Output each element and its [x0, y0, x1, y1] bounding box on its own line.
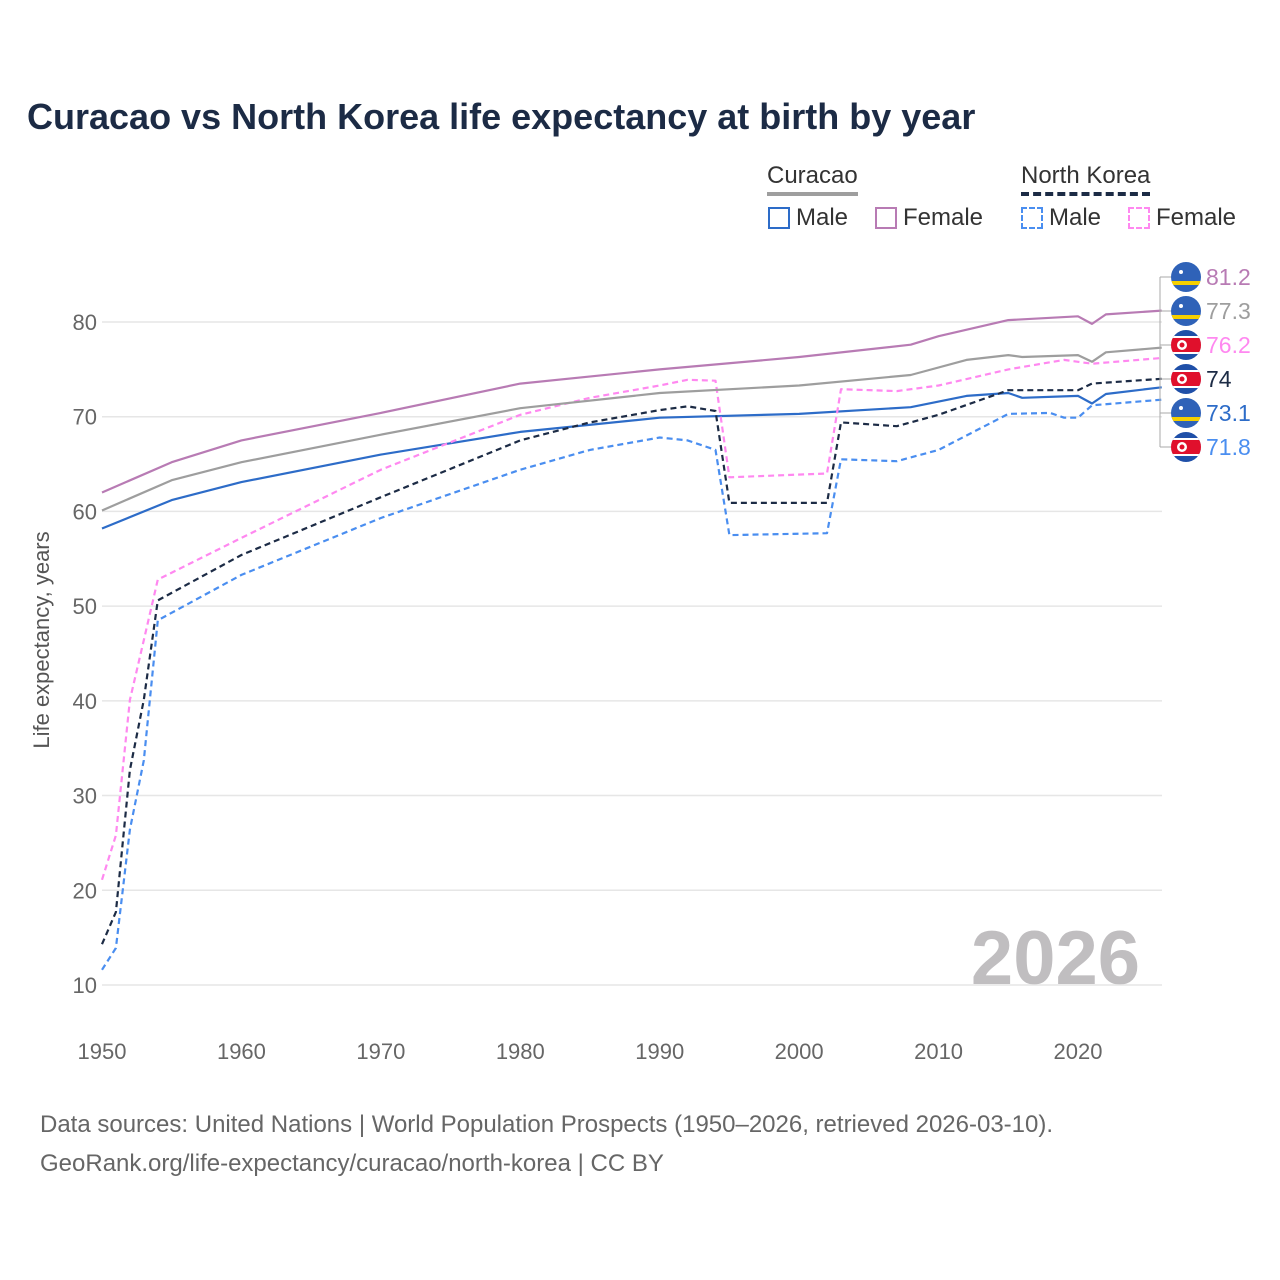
y-tick-label: 20 — [73, 878, 97, 903]
end-value-label: 73.1 — [1206, 400, 1251, 426]
series-line-north-korea-female[interactable] — [100, 356, 1162, 881]
x-tick-label: 1980 — [496, 1039, 545, 1064]
y-tick-label: 30 — [73, 784, 97, 809]
x-tick-label: 1970 — [356, 1039, 405, 1064]
series-line-north-korea-male[interactable] — [101, 398, 1162, 971]
grid: 10 20 30 40 50 60 70 80 1950 1960 1970 1980 1990 2000… — [73, 310, 1162, 1064]
y-tick-label: 60 — [73, 499, 97, 524]
source-link[interactable]: GeoRank.org/life-expectancy/curacao/nort… — [40, 1150, 664, 1177]
end-value-label: 77.3 — [1206, 298, 1251, 324]
y-tick-label: 70 — [73, 405, 97, 430]
series-line-curacao-male[interactable] — [101, 386, 1162, 530]
x-tick-label: 1990 — [635, 1039, 684, 1064]
x-tick-label: 1950 — [78, 1039, 127, 1064]
series-line-north-korea[interactable] — [100, 377, 1162, 945]
x-tick-label: 2000 — [775, 1039, 824, 1064]
y-tick-label: 50 — [73, 594, 97, 619]
chart-title: Curacao vs North Korea life expectancy a… — [27, 96, 976, 137]
north-korea-flag-icon — [1171, 432, 1201, 462]
data-source: Data sources: United Nations | World Pop… — [40, 1111, 1054, 1138]
curacao-flag-icon — [1171, 296, 1201, 326]
x-tick-label: 2010 — [914, 1039, 963, 1064]
end-labels: 81.2 77.3 76.2 74 73.1 71.8 — [1159, 262, 1251, 462]
series-line-curacao[interactable] — [101, 346, 1162, 512]
y-tick-label: 80 — [73, 310, 97, 335]
x-tick-label: 2020 — [1054, 1039, 1103, 1064]
y-tick-label: 10 — [73, 973, 97, 998]
north-korea-flag-icon — [1171, 330, 1201, 360]
curacao-flag-icon — [1171, 398, 1201, 428]
end-value-label: 71.8 — [1206, 434, 1251, 460]
series-lines — [100, 309, 1162, 971]
x-tick-label: 1960 — [217, 1039, 266, 1064]
curacao-flag-icon — [1171, 262, 1201, 292]
end-value-label: 81.2 — [1206, 264, 1251, 290]
series-line-curacao-female[interactable] — [101, 309, 1162, 494]
end-value-label: 74 — [1206, 366, 1232, 392]
end-value-label: 76.2 — [1206, 332, 1251, 358]
north-korea-flag-icon — [1171, 364, 1201, 394]
y-tick-label: 40 — [73, 689, 97, 714]
footer: Data sources: United Nations | World Pop… — [40, 1105, 1053, 1183]
year-watermark: 2026 — [970, 916, 1140, 1001]
